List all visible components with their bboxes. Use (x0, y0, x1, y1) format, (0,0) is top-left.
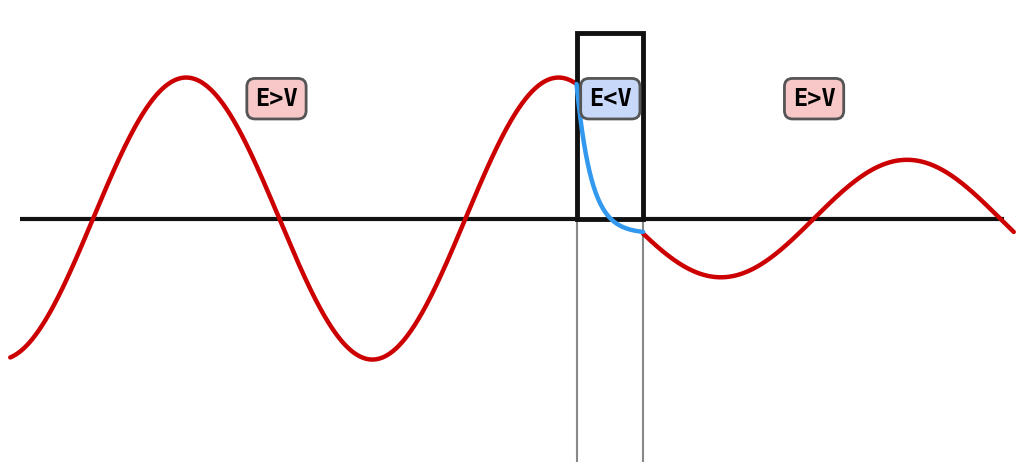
Text: E<V: E<V (589, 86, 632, 111)
Bar (577, 33, 643, 219)
Text: E>V: E>V (793, 86, 836, 111)
Text: E>V: E>V (255, 86, 298, 111)
